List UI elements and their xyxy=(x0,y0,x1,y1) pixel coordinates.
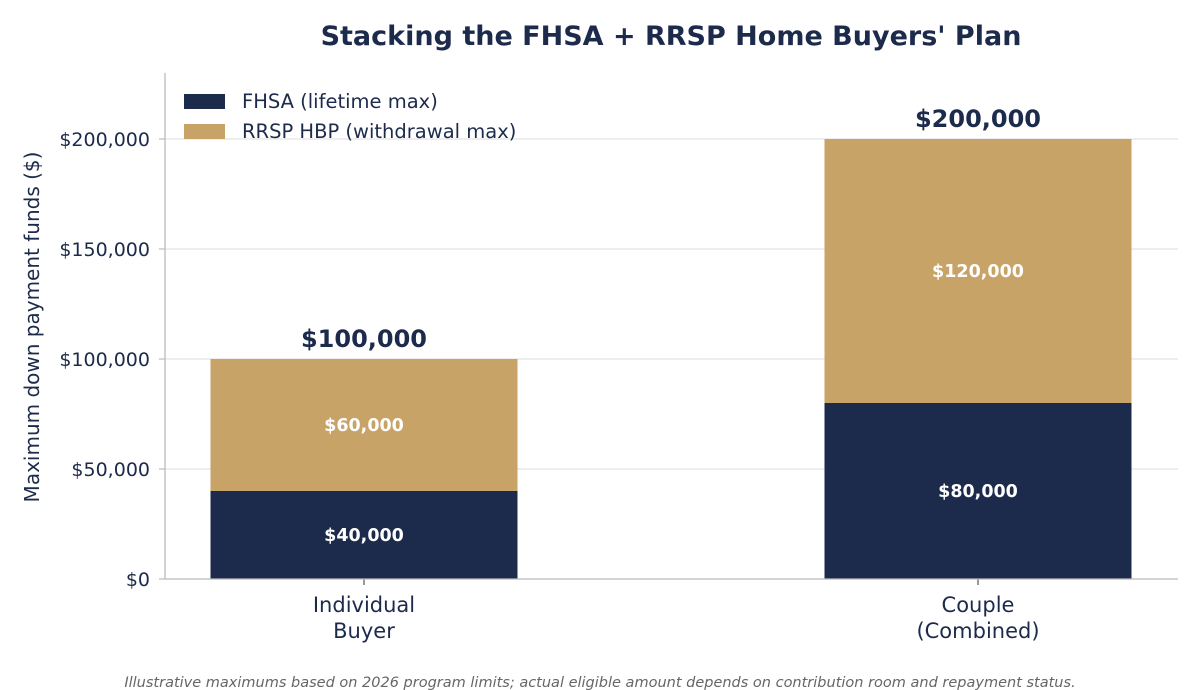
y-axis-label: Maximum down payment funds ($) xyxy=(20,152,44,503)
bar-value-label: $120,000 xyxy=(932,262,1024,282)
footnote: Illustrative maximums based on 2026 prog… xyxy=(124,675,1075,690)
y-tick-label: $50,000 xyxy=(71,459,150,481)
bar-segment xyxy=(824,139,1132,403)
x-tick-label: (Combined) xyxy=(916,619,1039,643)
y-tick-label: $150,000 xyxy=(59,239,150,261)
x-tick-label: Couple xyxy=(942,593,1015,617)
bar-value-label: $60,000 xyxy=(324,416,404,436)
bar-segment xyxy=(210,491,518,579)
bar-value-label: $80,000 xyxy=(938,482,1018,502)
chart-title: Stacking the FHSA + RRSP Home Buyers' Pl… xyxy=(321,21,1022,52)
legend-swatch xyxy=(184,94,225,109)
y-tick-label: $0 xyxy=(126,569,150,591)
bar-total-label: $200,000 xyxy=(915,105,1041,133)
bar-segment xyxy=(210,359,518,491)
y-tick-label: $200,000 xyxy=(59,129,150,151)
bars: $40,000 $60,000 $100,000 $80,000 $120,000 $20… xyxy=(210,105,1132,579)
x-tick-label: Buyer xyxy=(333,619,395,643)
legend: FHSA (lifetime max) RRSP HBP (withdrawal … xyxy=(184,90,516,143)
bar-value-label: $40,000 xyxy=(324,526,404,546)
axes: $0 $50,000 $100,000 $150,000 $200,000 Individ… xyxy=(59,73,1178,643)
y-tick-label: $100,000 xyxy=(59,349,150,371)
bar-segment xyxy=(824,403,1132,579)
x-tick-label: Individual xyxy=(313,593,415,617)
legend-swatch xyxy=(184,124,225,139)
legend-label: RRSP HBP (withdrawal max) xyxy=(242,120,516,143)
legend-label: FHSA (lifetime max) xyxy=(242,90,438,113)
bar-total-label: $100,000 xyxy=(301,325,427,353)
